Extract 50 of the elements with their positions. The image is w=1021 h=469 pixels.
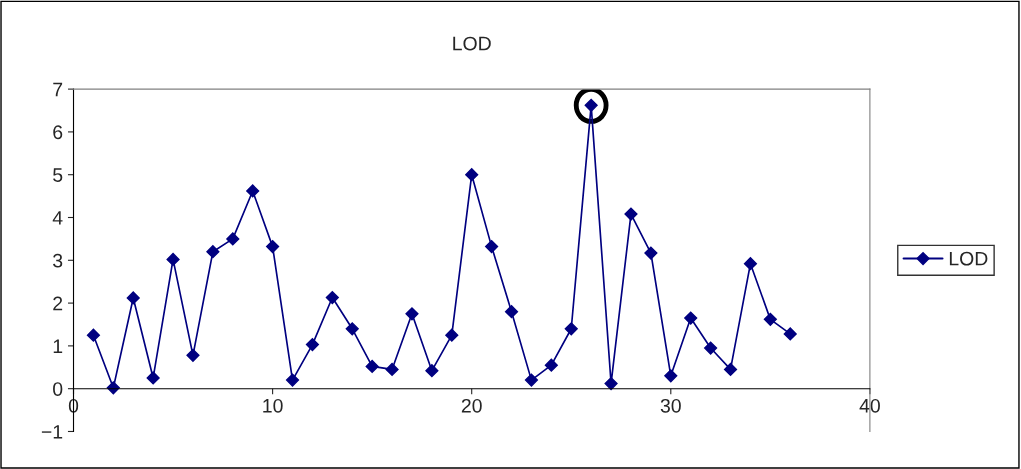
point	[246, 184, 260, 198]
x-tick-label: 30	[660, 398, 681, 413]
y-tick-label: 6	[53, 125, 63, 140]
point	[485, 240, 499, 254]
point	[325, 290, 339, 305]
point	[126, 291, 140, 305]
point	[763, 312, 777, 326]
x-tick-label: 10	[263, 398, 283, 413]
point	[644, 246, 658, 260]
y-tick-label: 1	[53, 339, 63, 353]
point	[146, 371, 160, 385]
legend-label: LOD	[949, 251, 988, 266]
point	[604, 376, 618, 391]
point	[425, 364, 439, 378]
point	[664, 369, 678, 383]
y-tick-label: 4	[52, 211, 63, 225]
point	[445, 328, 459, 342]
y-tick-label: 7	[53, 82, 63, 97]
point	[345, 322, 359, 336]
point	[783, 327, 797, 341]
y-tick-label: 5	[53, 168, 63, 182]
point	[365, 359, 379, 374]
point	[504, 305, 519, 319]
point	[723, 362, 738, 377]
point	[684, 311, 698, 325]
point	[624, 207, 638, 221]
y-tick-label: 3	[53, 253, 63, 268]
point	[524, 373, 539, 387]
point	[166, 252, 180, 267]
point	[405, 307, 419, 321]
y-tick-label: 0	[53, 382, 63, 396]
point	[544, 358, 558, 372]
point	[266, 240, 280, 254]
point	[743, 257, 758, 271]
point	[86, 328, 101, 342]
point	[465, 168, 479, 182]
point	[704, 341, 718, 355]
chart-title: LOD	[453, 36, 491, 51]
point	[226, 232, 240, 246]
point	[285, 373, 300, 387]
y-tick-label: 2	[53, 296, 63, 311]
y-tick-label: −1	[41, 425, 63, 439]
point	[305, 338, 320, 352]
x-tick-label: 40	[859, 398, 880, 413]
point	[206, 245, 220, 259]
x-tick-label: 20	[461, 398, 482, 413]
point	[186, 348, 200, 362]
point	[564, 322, 578, 336]
point	[106, 381, 120, 395]
point	[385, 362, 399, 377]
